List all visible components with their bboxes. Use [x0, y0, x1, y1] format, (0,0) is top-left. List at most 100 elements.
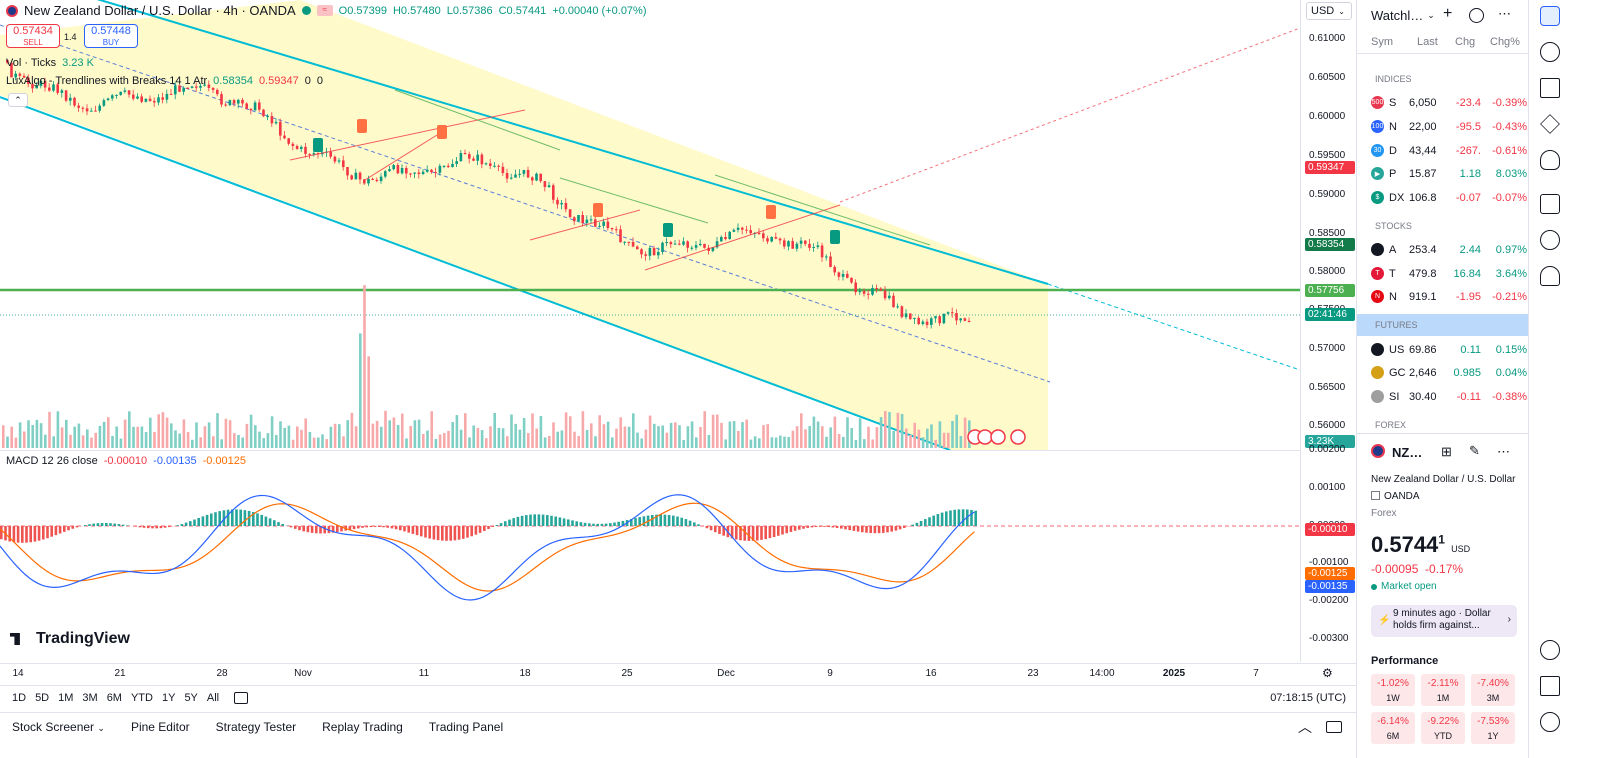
dom-target-icon[interactable]: [1540, 640, 1560, 660]
perf-ytd[interactable]: -9.22% YTD: [1421, 712, 1465, 744]
watchlist-row[interactable]: 500 S 6,050 -23.4 -0.39%: [1357, 91, 1529, 114]
more-options-icon[interactable]: ⋯: [1498, 6, 1511, 21]
alerts-clock-icon[interactable]: [1540, 42, 1560, 62]
watchlist-row[interactable]: A 253.4 2.44 0.97%: [1357, 238, 1529, 261]
time-axis[interactable]: 14 21 28 Nov 11 18 25 Dec 9 16 23 14:00 …: [0, 663, 1356, 681]
perf-1w[interactable]: -1.02% 1W: [1371, 674, 1415, 706]
tab-stock-screener[interactable]: Stock Screener ⌄: [12, 720, 105, 734]
range-ytd[interactable]: YTD: [130, 691, 153, 704]
buy-button[interactable]: 0.57448 BUY: [84, 24, 138, 48]
macd-histogram-bar: [222, 510, 226, 526]
volume-bar: [291, 439, 295, 448]
help-icon[interactable]: [1540, 712, 1560, 732]
details-more-icon[interactable]: ⋯: [1497, 444, 1510, 459]
maximize-panel-icon[interactable]: [1326, 720, 1342, 733]
candle-body: [266, 116, 269, 118]
col-chg-pct[interactable]: Chg%: [1490, 36, 1520, 48]
col-chg[interactable]: Chg: [1455, 36, 1476, 48]
candle-body: [602, 221, 605, 226]
tab-replay-trading[interactable]: Replay Trading: [322, 719, 403, 734]
details-exchange-row[interactable]: OANDA: [1371, 491, 1420, 502]
range-all[interactable]: All: [206, 691, 220, 704]
macd-histogram-bar: [142, 526, 146, 528]
range-6m[interactable]: 6M: [106, 691, 122, 704]
grid-view-icon[interactable]: ⊞: [1441, 444, 1452, 459]
ideas-lightbulb-icon[interactable]: [1540, 150, 1560, 170]
alert-icon[interactable]: ≈: [316, 5, 333, 16]
range-1m[interactable]: 1M: [58, 691, 74, 704]
watchlist-row[interactable]: 30 D 43,44 -267. -0.61%: [1357, 139, 1529, 162]
symbol-title[interactable]: New Zealand Dollar / U.S. Dollar · 4h · …: [24, 3, 296, 18]
watchlist-row[interactable]: GC 2,646 0.985 0.04%: [1357, 361, 1529, 384]
notifications-bell-icon[interactable]: [1540, 266, 1560, 286]
volume-bar: [325, 439, 328, 448]
watchlist-row[interactable]: T T 479.8 16.84 3.64%: [1357, 262, 1529, 285]
volume-bar: [942, 432, 946, 448]
channel-fill: [0, 0, 1048, 450]
candle-body: [921, 321, 925, 325]
candle-body: [564, 202, 568, 210]
advanced-view-icon[interactable]: [1469, 8, 1484, 23]
macd-legend[interactable]: MACD 12 26 close -0.00010 -0.00135 -0.00…: [6, 455, 246, 467]
watchlist-row[interactable]: $ DX 106.8 -0.07 -0.07%: [1357, 186, 1529, 209]
watchlist-title[interactable]: Watchl… ⌄: [1371, 8, 1435, 23]
indicator-legend[interactable]: LuxAlgo - Trendlines with Breaks 14 1 At…: [6, 75, 323, 87]
watchlist-row[interactable]: N N 919.1 -1.95 -0.21%: [1357, 285, 1529, 308]
price-chart-canvas[interactable]: [0, 0, 1300, 450]
watchlist-row[interactable]: 100 N 22,00 -95.5 -0.43%: [1357, 115, 1529, 138]
collapse-legend-chevron-up-icon[interactable]: ⌃: [8, 93, 28, 107]
range-1d[interactable]: 1D: [12, 691, 27, 704]
candle-body: [648, 248, 652, 256]
chart-settings-gear-icon[interactable]: ⚙: [1322, 666, 1333, 680]
calendar-icon[interactable]: [1540, 676, 1560, 696]
details-symbol[interactable]: NZ…: [1392, 445, 1423, 460]
streams-icon[interactable]: [1540, 230, 1560, 250]
tab-pine-editor[interactable]: Pine Editor: [130, 719, 190, 734]
object-tree-icon[interactable]: [1540, 78, 1560, 98]
range-1y[interactable]: 1Y: [161, 691, 176, 704]
macd-histogram-bar: [420, 526, 423, 537]
break-marker-icon: [593, 203, 603, 217]
candle-body: [967, 320, 971, 322]
tab-strategy-tester[interactable]: Strategy Tester: [215, 719, 297, 734]
macd-pane[interactable]: [0, 450, 1300, 662]
perf-3m[interactable]: -7.40% 3M: [1471, 674, 1515, 706]
col-last[interactable]: Last: [1417, 36, 1438, 48]
volume-legend[interactable]: Vol · Ticks 3.23 K: [6, 57, 94, 69]
news-headline[interactable]: ⚡ 9 minutes ago · Dollar holds firm agai…: [1371, 605, 1517, 637]
watchlist-row[interactable]: ▶ P 15.87 1.18 8.03%: [1357, 162, 1529, 185]
price-axis[interactable]: 0.61000 0.60500 0.60000 0.59500 0.59000 …: [1300, 0, 1356, 450]
watchlist-section-indices[interactable]: INDICES: [1357, 72, 1529, 86]
utc-clock[interactable]: 07:18:15 (UTC): [1270, 691, 1346, 704]
edit-note-icon[interactable]: ✎: [1469, 443, 1480, 458]
perf-1y[interactable]: -7.53% 1Y: [1471, 712, 1515, 744]
goto-date-calendar-icon[interactable]: [234, 691, 249, 704]
sell-button[interactable]: 0.57434 SELL: [6, 24, 60, 48]
watchlist-section-forex[interactable]: FOREX: [1357, 418, 1529, 432]
tab-trading-panel[interactable]: Trading Panel: [428, 719, 504, 734]
range-5y[interactable]: 5Y: [184, 691, 198, 704]
add-symbol-plus-icon[interactable]: +: [1443, 5, 1453, 22]
main-chart[interactable]: [0, 0, 1300, 450]
watchlist-section-futures[interactable]: FUTURES: [1357, 314, 1529, 336]
collapse-panel-chevron-up-icon[interactable]: ︿: [1298, 718, 1312, 735]
watchlist-icon[interactable]: [1540, 6, 1560, 26]
layers-icon[interactable]: [1540, 114, 1560, 134]
currency-select[interactable]: USD ⌄: [1306, 2, 1352, 20]
perf-1m[interactable]: -2.11% 1M: [1421, 674, 1465, 706]
candle-body: [619, 229, 622, 243]
macd-histogram-bar: [445, 526, 448, 541]
range-5d[interactable]: 5D: [35, 691, 50, 704]
range-3m[interactable]: 3M: [82, 691, 98, 704]
macd-canvas[interactable]: [0, 451, 1300, 662]
perf-6m[interactable]: -6.14% 6M: [1371, 712, 1415, 744]
watchlist-row[interactable]: SI 30.40 -0.11 -0.38%: [1357, 385, 1529, 408]
watchlist-section-stocks[interactable]: STOCKS: [1357, 219, 1529, 233]
chevron-down-icon: ⌄: [1338, 7, 1345, 16]
watchlist-row[interactable]: US 69.86 0.11 0.15%: [1357, 338, 1529, 361]
volume-bar: [342, 436, 345, 448]
macd-histogram-bar: [915, 522, 919, 526]
chat-icon[interactable]: [1540, 194, 1560, 214]
col-sym[interactable]: Sym: [1371, 36, 1393, 48]
